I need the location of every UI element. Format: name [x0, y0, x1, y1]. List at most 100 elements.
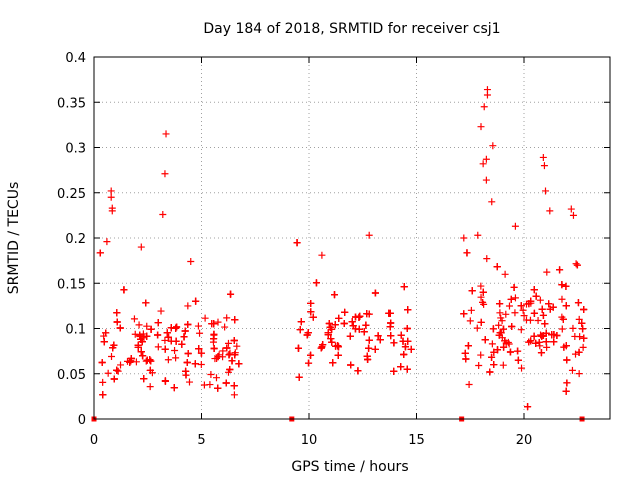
data-point: [223, 344, 231, 352]
data-point: [224, 339, 232, 347]
data-point: [475, 362, 483, 370]
data-point: [307, 351, 315, 359]
data-point: [99, 378, 107, 386]
data-point: [525, 300, 533, 308]
data-point: [462, 355, 470, 363]
data-point: [559, 315, 567, 323]
data-point: [506, 348, 514, 356]
data-point: [505, 302, 513, 310]
data-point: [307, 308, 315, 316]
data-point: [167, 324, 175, 332]
data-point: [210, 345, 218, 353]
data-point: [572, 350, 580, 358]
data-point: [574, 299, 582, 307]
data-point: [318, 251, 326, 259]
data-point: [147, 325, 155, 333]
data-point: [187, 258, 195, 266]
data-point: [488, 353, 496, 361]
data-point: [167, 337, 175, 345]
data-point: [226, 365, 234, 373]
data-point: [467, 306, 475, 314]
data-point: [221, 323, 229, 331]
data-point: [295, 373, 303, 381]
data-point: [331, 321, 339, 329]
data-point: [328, 325, 336, 333]
data-point: [210, 335, 218, 343]
data-point: [161, 336, 169, 344]
data-point: [335, 314, 343, 322]
data-point: [535, 338, 543, 346]
data-point: [404, 306, 412, 314]
data-point: [329, 359, 337, 367]
data-point: [131, 330, 139, 338]
data-point: [505, 340, 513, 348]
data-point: [483, 255, 491, 263]
data-point: [494, 346, 502, 354]
data-point: [183, 359, 191, 367]
y-tick-label: 0.25: [57, 187, 86, 202]
data-point: [403, 324, 411, 332]
data-point: [235, 360, 243, 368]
data-point: [479, 160, 487, 168]
data-point: [196, 329, 204, 337]
data-point: [214, 318, 222, 326]
data-point: [126, 358, 134, 366]
data-point: [319, 341, 327, 349]
data-point: [539, 153, 547, 161]
data-point: [140, 375, 148, 383]
data-point: [465, 380, 473, 388]
data-point: [493, 263, 501, 271]
data-point: [108, 352, 116, 360]
data-point: [178, 340, 186, 348]
data-point: [184, 302, 192, 310]
data-point: [108, 207, 116, 215]
data-point: [143, 356, 151, 364]
data-point: [116, 324, 124, 332]
data-point: [100, 338, 108, 346]
x-tick-label: 0: [90, 433, 98, 448]
data-point: [556, 266, 564, 274]
data-point: [538, 332, 546, 340]
data-point: [579, 325, 587, 333]
data-point: [114, 367, 122, 375]
data-point: [480, 103, 488, 111]
data-point: [325, 320, 333, 328]
data-point: [488, 198, 496, 206]
data-point: [104, 369, 112, 377]
x-tick-label: 15: [408, 433, 425, 448]
data-point: [477, 318, 485, 326]
data-point: [510, 283, 518, 291]
y-tick-label: 0.4: [65, 51, 86, 66]
data-point: [400, 283, 408, 291]
data-point: [223, 314, 231, 322]
data-point: [327, 335, 335, 343]
data-point: [231, 316, 239, 324]
data-point: [173, 323, 181, 331]
data-point: [356, 312, 364, 320]
x-tick-label: 20: [516, 433, 533, 448]
data-point: [530, 309, 538, 317]
data-point: [154, 331, 162, 339]
data-point: [571, 332, 579, 340]
data-point: [365, 336, 373, 344]
data-point: [558, 281, 566, 289]
data-point: [486, 368, 494, 376]
data-point: [514, 356, 522, 364]
data-point: [519, 306, 527, 314]
data-point: [113, 309, 121, 317]
data-point: [514, 347, 522, 355]
data-point: [294, 344, 302, 352]
data-point: [466, 317, 474, 325]
data-point: [182, 367, 190, 375]
data-point: [563, 379, 571, 387]
data-point: [365, 344, 373, 352]
data-point: [540, 162, 548, 170]
data-point: [496, 329, 504, 337]
data-point: [161, 170, 169, 178]
data-point: [354, 367, 362, 375]
data-point: [579, 343, 587, 351]
data-point: [562, 302, 570, 310]
data-point: [371, 345, 379, 353]
data-point: [120, 286, 128, 294]
